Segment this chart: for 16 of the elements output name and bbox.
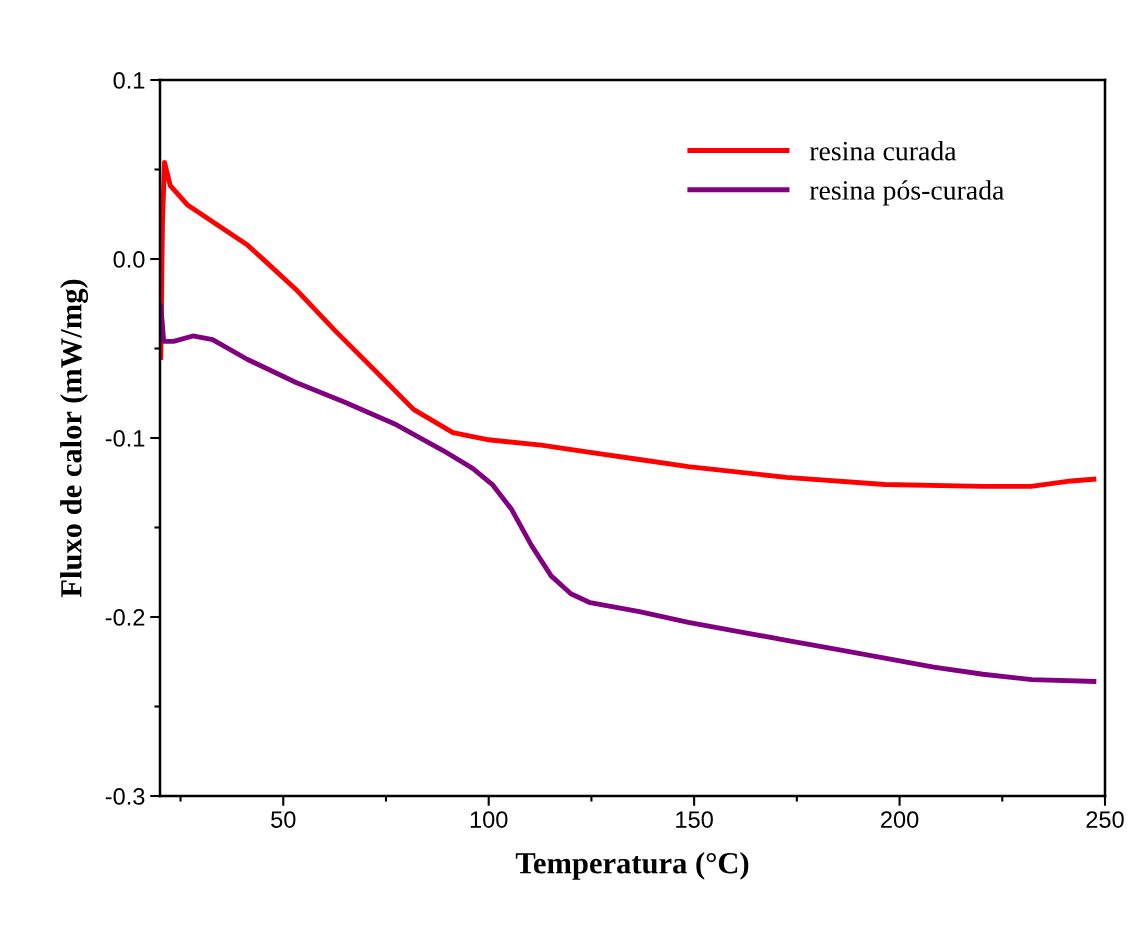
legend-label: resina pós-curada [809,180,1005,206]
y-tick-label: -0.2 [105,609,145,626]
legend-label: resina curada [809,140,957,161]
x-axis-title: Temperatura (°C) [515,852,749,880]
x-tick-label: 150 [676,811,713,828]
x-tick-label: 200 [881,811,919,828]
line-series [160,159,1097,489]
x-tick-label: 100 [470,811,508,828]
y-tick-label: 0.0 [113,251,145,268]
y-axis-title: Fluxo de calor (mW/mg) [60,279,89,598]
y-tick-label: -0.3 [105,788,145,805]
x-tick-label: 250 [1086,811,1124,828]
x-tick-label: 50 [271,811,296,828]
line-series [160,303,1097,684]
y-tick-label: 0.1 [113,72,145,89]
y-tick-label: -0.1 [105,430,145,447]
